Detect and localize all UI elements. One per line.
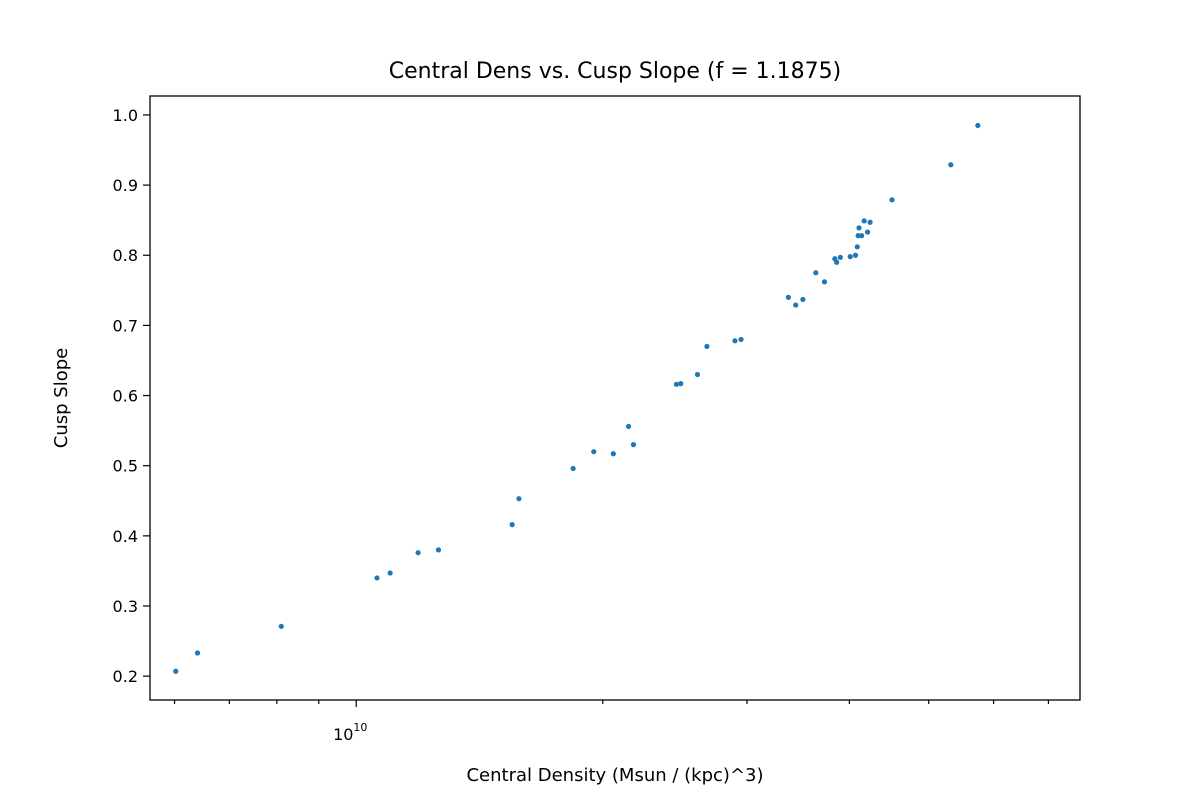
data-point [194, 650, 201, 656]
data-point [732, 338, 738, 344]
data-point [854, 244, 860, 250]
data-point [834, 259, 840, 265]
data-point [852, 252, 859, 258]
data-point [415, 550, 421, 556]
data-point [673, 381, 680, 387]
data-point [975, 122, 981, 129]
data-point [738, 336, 744, 343]
data-point [516, 496, 522, 502]
data-point [856, 225, 862, 231]
data-point [570, 465, 576, 472]
data-point [800, 296, 806, 303]
data-point [625, 423, 632, 430]
data-point [610, 451, 616, 457]
data-point [861, 218, 867, 224]
data-point [847, 254, 853, 260]
x-tick-label-base: 10 [333, 725, 353, 744]
y-tick-label: 0.2 [113, 667, 138, 686]
data-point [821, 279, 828, 285]
x-tick-label: 1010 [333, 721, 367, 744]
data-point [173, 668, 179, 674]
y-tick-label: 0.8 [113, 246, 138, 265]
data-point [591, 449, 597, 455]
plot-frame [149, 95, 1081, 701]
y-tick-label: 0.4 [113, 527, 138, 546]
x-axis-label: Central Density (Msun / (kpc)^3) [466, 765, 763, 786]
x-axis-ticks: 1010 [173, 700, 1050, 744]
chart-title: Central Dens vs. Cusp Slope (f = 1.1875) [389, 59, 842, 84]
y-tick-label: 0.5 [113, 457, 138, 476]
data-point [278, 623, 284, 629]
y-tick-label: 1.0 [113, 106, 138, 125]
data-point [948, 162, 954, 168]
y-axis-ticks: 0.2 0.3 0.4 0.5 0.6 0.7 0.8 0.9 1.0 [113, 106, 150, 686]
data-point [435, 547, 442, 553]
data-point [837, 254, 843, 260]
y-tick-label: 0.6 [113, 387, 138, 406]
data-point [785, 294, 791, 300]
y-tick-label: 0.3 [113, 597, 138, 616]
y-tick-label: 0.9 [113, 176, 138, 195]
data-point [374, 575, 380, 581]
data-point [509, 522, 515, 528]
data-point [630, 442, 637, 448]
x-tick-label-exponent: 10 [353, 721, 367, 734]
y-axis-label: Cusp Slope [51, 348, 72, 448]
data-point [793, 302, 799, 308]
y-tick-label: 0.7 [113, 316, 138, 335]
data-point [889, 197, 895, 203]
data-point [858, 233, 865, 239]
data-point [864, 229, 871, 235]
data-point [704, 343, 710, 350]
data-point [387, 570, 393, 576]
data-point [813, 270, 819, 276]
data-points [173, 122, 981, 674]
data-point [694, 371, 701, 378]
data-point [867, 219, 873, 225]
data-point [678, 381, 684, 387]
